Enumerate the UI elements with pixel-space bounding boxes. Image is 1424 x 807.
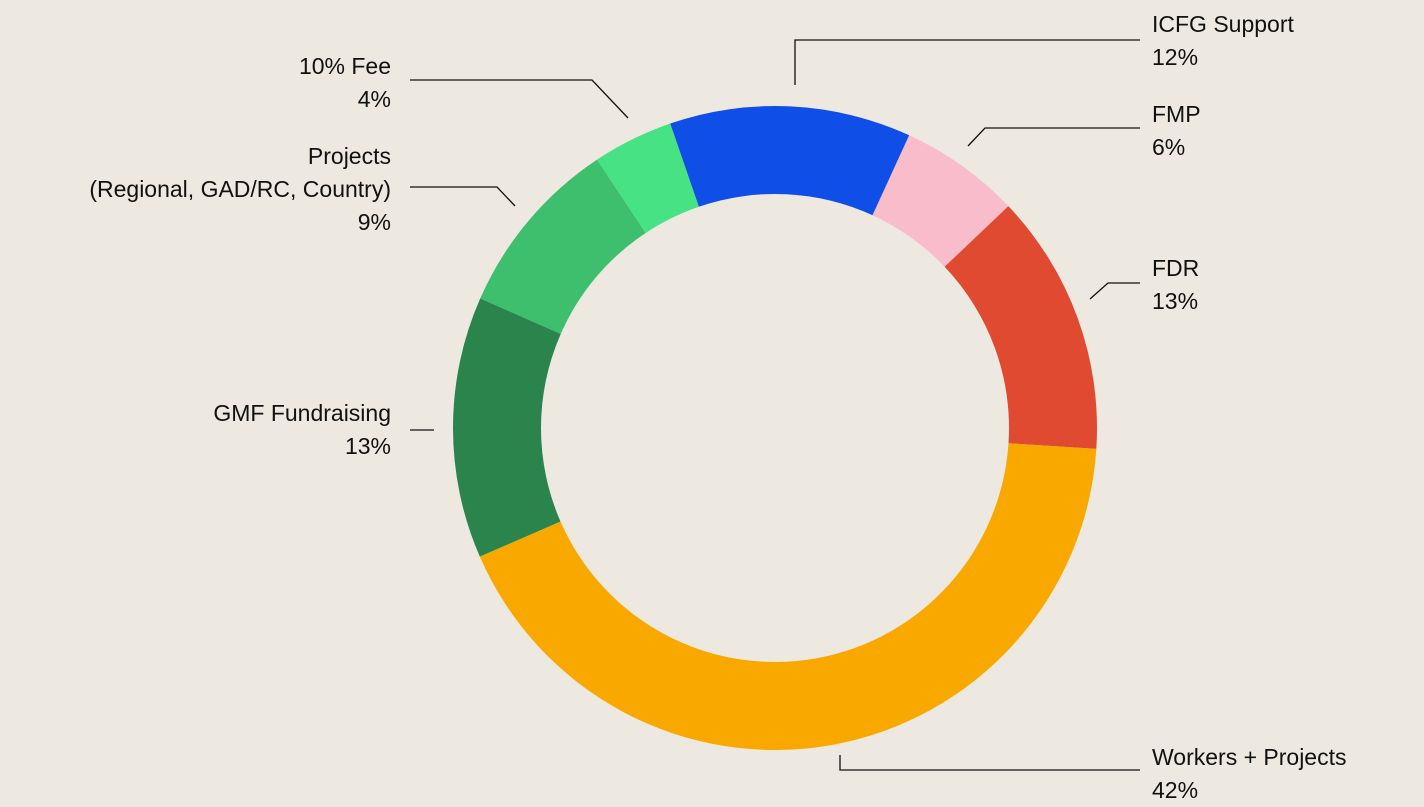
slice-label: FDR 13% [1152, 252, 1199, 318]
donut [453, 106, 1097, 750]
leader-line [410, 79, 629, 119]
slice-label: Projects (Regional, GAD/RC, Country) 9% [89, 140, 391, 239]
value-label: 13% [1152, 288, 1199, 314]
leader-line [967, 127, 1140, 147]
category-label: FDR [1152, 255, 1200, 281]
category-label: FMP [1152, 101, 1201, 127]
donut-slice [480, 159, 646, 334]
category-label: GMF Fundraising [213, 400, 391, 426]
category-label: Workers + Projects [1152, 744, 1347, 770]
leader-lines [410, 39, 1140, 771]
donut-slice [670, 106, 910, 216]
value-label: 13% [344, 433, 391, 459]
leader-line [839, 755, 1140, 771]
category-label: Projects (Regional, GAD/RC, Country) [89, 143, 391, 202]
value-label: 9% [357, 209, 391, 235]
value-label: 6% [1152, 134, 1186, 160]
donut-slice [944, 206, 1097, 449]
leader-line [1089, 282, 1140, 300]
slice-label: FMP 6% [1152, 98, 1201, 164]
slice-label: ICFG Support 12% [1152, 8, 1294, 74]
value-label: 42% [1152, 777, 1199, 803]
leader-line [410, 186, 516, 207]
category-label: 10% Fee [298, 53, 391, 79]
value-label: 4% [357, 86, 391, 112]
donut-slice [479, 443, 1097, 750]
slice-label: 10% Fee 4% [299, 50, 391, 116]
donut-slice [453, 298, 561, 557]
category-label: ICFG Support [1152, 11, 1294, 37]
leader-line [794, 39, 1140, 85]
slice-label: Workers + Projects 42% [1152, 741, 1347, 807]
donut-slice [872, 135, 1009, 267]
slice-label: GMF Fundraising 13% [213, 397, 391, 463]
donut-slice [597, 123, 699, 233]
value-label: 12% [1152, 44, 1199, 70]
